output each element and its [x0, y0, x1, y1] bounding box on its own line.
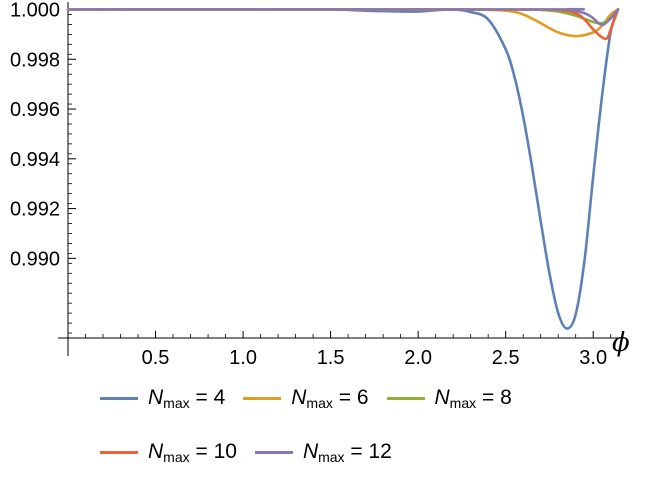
legend-item: Nmax = 10: [100, 440, 237, 465]
legend-label: Nmax = 6: [291, 386, 369, 411]
axes-layer: 0.5 1.0 1.5 2.0 2.5 3.0 0.990 0.992 0.994 0.996 0.…: [10, 0, 626, 369]
x-tick-label: 0.5: [142, 347, 170, 369]
series-line-3: [66, 8, 620, 41]
y-tick-label: 0.990: [10, 248, 60, 270]
legend-swatch: [100, 450, 138, 454]
y-tick-label: 1.000: [10, 0, 60, 21]
x-tick-label: 2.5: [492, 347, 520, 369]
legend-item: Nmax = 4: [100, 386, 226, 411]
y-tick-label: 0.996: [10, 99, 60, 121]
legend-swatch: [243, 396, 282, 400]
x-tick-label: 1.0: [229, 347, 257, 369]
legend-row-2: Nmax = 10 Nmax = 12: [100, 440, 410, 465]
legend-label: Nmax = 10: [148, 440, 237, 465]
y-tick-label: 0.994: [10, 149, 60, 171]
series-line-0: [66, 8, 620, 330]
series-line-4: [66, 7, 620, 27]
x-axis-label: ϕ: [612, 328, 630, 358]
legend-item: Nmax = 8: [386, 386, 512, 411]
x-tick-label: 1.5: [317, 347, 345, 369]
legend-swatch: [254, 450, 293, 454]
legend-label: Nmax = 12: [302, 440, 392, 465]
y-tick-label: 0.998: [10, 49, 60, 71]
legend-row-1: Nmax = 4 Nmax = 6 Nmax = 8: [100, 386, 530, 411]
legend-label: Nmax = 4: [148, 386, 226, 411]
line-chart: 0.5 1.0 1.5 2.0 2.5 3.0 0.990 0.992 0.994 0.996 0.…: [10, 0, 630, 369]
legend: Nmax = 4 Nmax = 6 Nmax = 8 Nmax = 10 Nma…: [0, 376, 664, 476]
series-line-1: [66, 8, 620, 38]
legend-label: Nmax = 8: [434, 386, 512, 411]
legend-swatch: [386, 396, 425, 400]
x-tick-label: 2.0: [404, 347, 432, 369]
legend-item: Nmax = 12: [254, 440, 392, 465]
legend-item: Nmax = 6: [243, 386, 369, 411]
x-tick-label: 3.0: [579, 347, 607, 369]
y-tick-label: 0.992: [10, 199, 60, 221]
series-layer: [66, 7, 620, 330]
legend-swatch: [100, 396, 138, 400]
